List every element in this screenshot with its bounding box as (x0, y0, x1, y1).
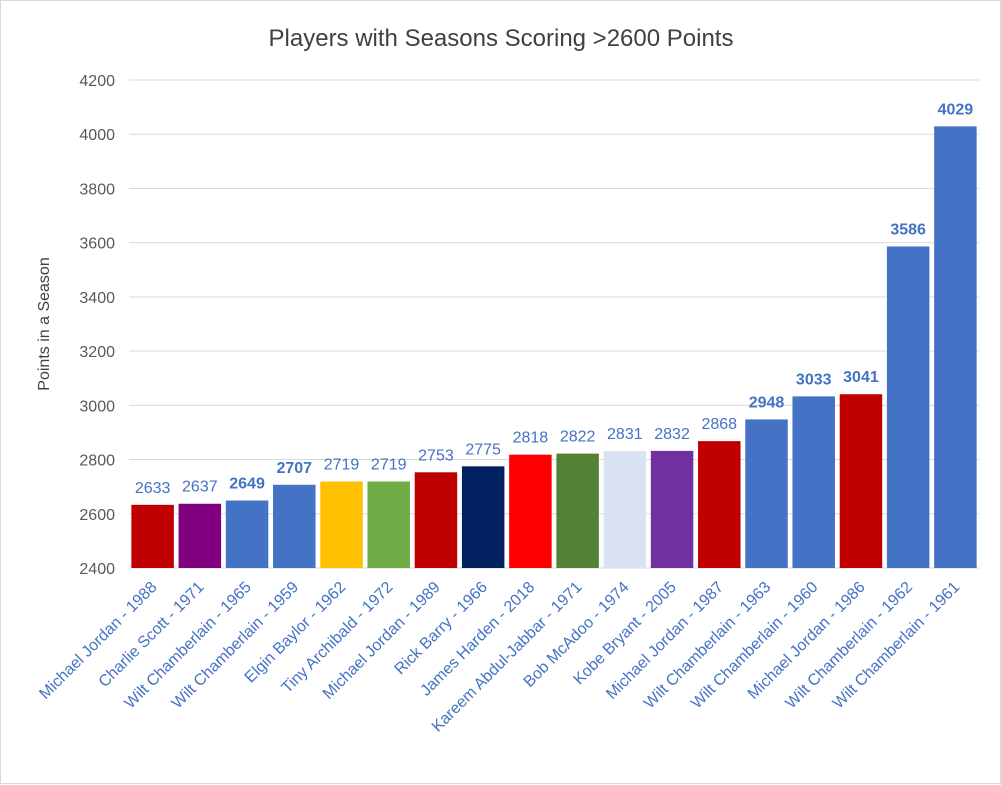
bar (273, 484, 316, 568)
data-labels: 2633 2637 2649 2707 2719 2719 2753 2775 2818 2822… (135, 101, 973, 496)
data-label: 2832 (654, 426, 690, 443)
data-label: 2818 (513, 430, 549, 447)
y-tick-label: 3600 (79, 236, 115, 253)
bar (509, 454, 552, 568)
data-label: 4029 (938, 101, 974, 118)
y-tick-label: 4000 (79, 127, 115, 144)
bars (131, 126, 977, 569)
bar (886, 246, 930, 568)
bar (650, 450, 694, 568)
data-label: 2637 (182, 479, 218, 496)
y-tick-label: 2800 (79, 453, 115, 470)
chart-title: Players with Seasons Scoring >2600 Point… (269, 25, 734, 52)
bar (934, 126, 977, 569)
data-label: 2775 (465, 441, 501, 458)
bar (461, 466, 505, 568)
y-tick-label: 3800 (79, 181, 115, 198)
data-label: 2707 (276, 460, 312, 477)
data-label: 2649 (229, 475, 265, 492)
bar (698, 441, 741, 568)
y-axis-label: Points in a Season (36, 257, 53, 390)
data-label: 3586 (890, 221, 926, 238)
y-axis-ticks: 2400 2600 2800 3000 3200 3400 3600 3800 4000 4200 (79, 73, 115, 578)
bar (178, 503, 222, 568)
data-label: 2948 (749, 394, 785, 411)
y-tick-label: 3400 (79, 290, 115, 307)
bar (839, 394, 883, 568)
y-tick-label: 3000 (79, 398, 115, 415)
y-tick-label: 3200 (79, 344, 115, 361)
data-label: 2633 (135, 480, 171, 497)
data-label: 3041 (843, 369, 879, 386)
y-tick-label: 2400 (79, 561, 115, 578)
data-label: 2822 (560, 429, 596, 446)
data-label: 3033 (796, 371, 832, 388)
bar (792, 396, 835, 568)
data-label: 2719 (371, 457, 407, 474)
data-label: 2868 (701, 416, 737, 433)
y-tick-label: 2600 (79, 507, 115, 524)
data-label: 2753 (418, 447, 454, 464)
bar (745, 419, 788, 568)
bar (320, 481, 363, 568)
gridlines (129, 79, 979, 569)
bar (367, 481, 410, 568)
bar (556, 453, 599, 568)
y-tick-label: 4200 (79, 73, 115, 90)
data-label: 2719 (324, 457, 360, 474)
bar (414, 472, 458, 568)
bar (131, 504, 174, 568)
data-label: 2831 (607, 426, 643, 443)
bar (225, 500, 269, 568)
bar (603, 451, 647, 568)
